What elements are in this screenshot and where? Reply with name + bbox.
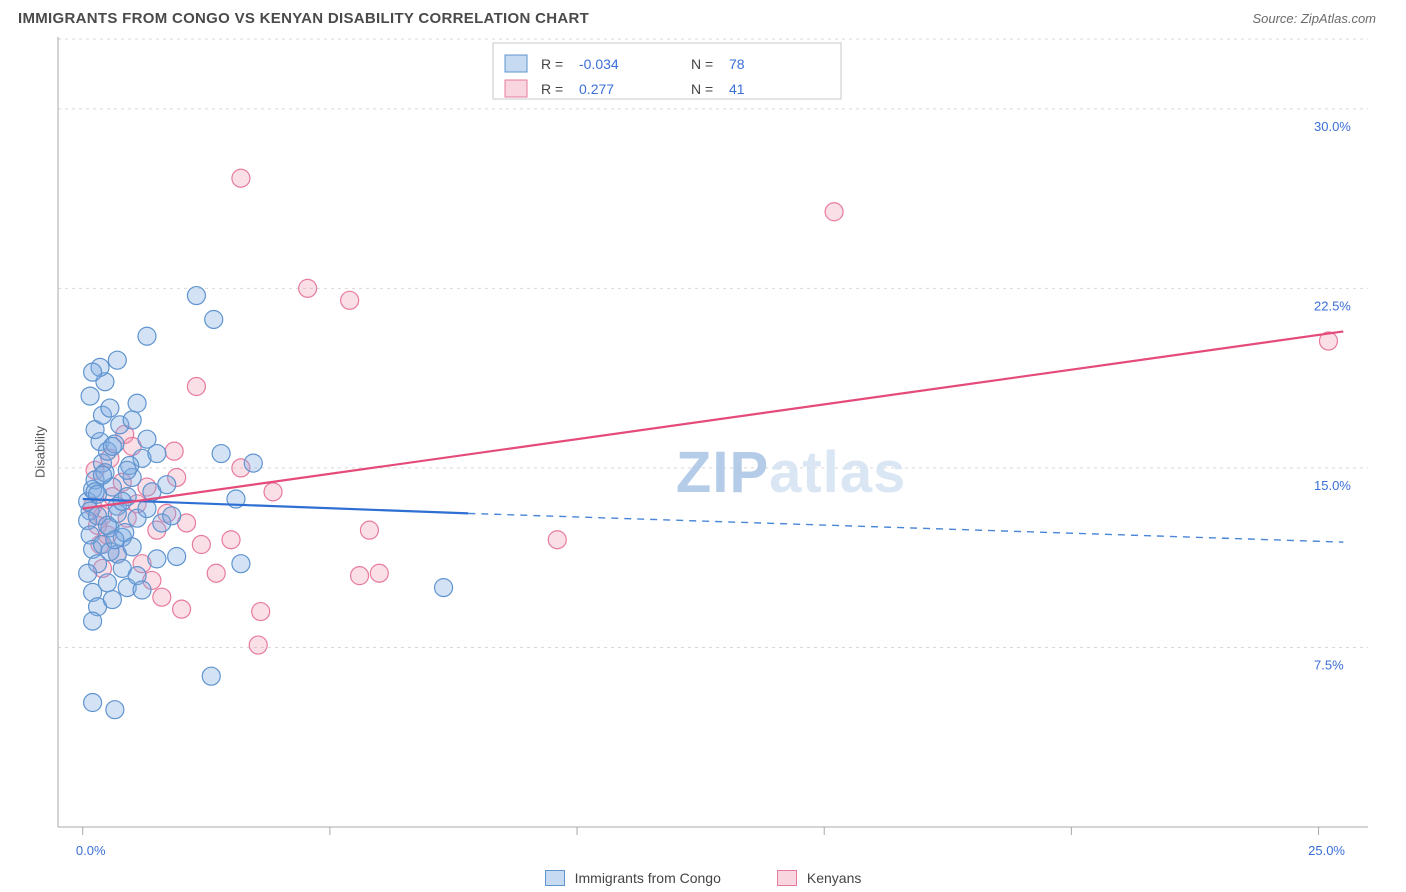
y-axis-label: Disability: [33, 426, 48, 478]
svg-text:N =: N =: [691, 81, 713, 97]
chart-container: Disability 7.5% 15.0% 22.5% 30.0% ZIPatlas 0.…: [18, 37, 1388, 867]
svg-text:78: 78: [729, 56, 745, 72]
legend-item-b: Kenyans: [777, 870, 861, 886]
bottom-legend: Immigrants from Congo Kenyans: [0, 870, 1406, 886]
svg-text:R =: R =: [541, 56, 563, 72]
svg-text:30.0%: 30.0%: [1314, 119, 1351, 134]
legend-item-a: Immigrants from Congo: [545, 870, 721, 886]
svg-text:0.0%: 0.0%: [76, 843, 106, 858]
legend-swatch-b: [777, 870, 797, 886]
svg-text:ZIPatlas: ZIPatlas: [676, 440, 906, 505]
svg-text:-0.034: -0.034: [579, 56, 619, 72]
svg-text:N =: N =: [691, 56, 713, 72]
chart-title: IMMIGRANTS FROM CONGO VS KENYAN DISABILI…: [18, 10, 589, 27]
svg-text:41: 41: [729, 81, 745, 97]
legend-label-b: Kenyans: [807, 870, 861, 886]
legend-swatch-a: [545, 870, 565, 886]
svg-text:R =: R =: [541, 81, 563, 97]
svg-text:22.5%: 22.5%: [1314, 298, 1351, 313]
legend-label-a: Immigrants from Congo: [575, 870, 721, 886]
scatter-chart: 7.5% 15.0% 22.5% 30.0% ZIPatlas 0.0% 25.0% R =-…: [18, 37, 1388, 867]
source-label: Source: ZipAtlas.com: [1252, 11, 1376, 26]
svg-text:0.277: 0.277: [579, 81, 614, 97]
svg-text:7.5%: 7.5%: [1314, 657, 1344, 672]
svg-text:15.0%: 15.0%: [1314, 478, 1351, 493]
svg-text:25.0%: 25.0%: [1308, 843, 1345, 858]
